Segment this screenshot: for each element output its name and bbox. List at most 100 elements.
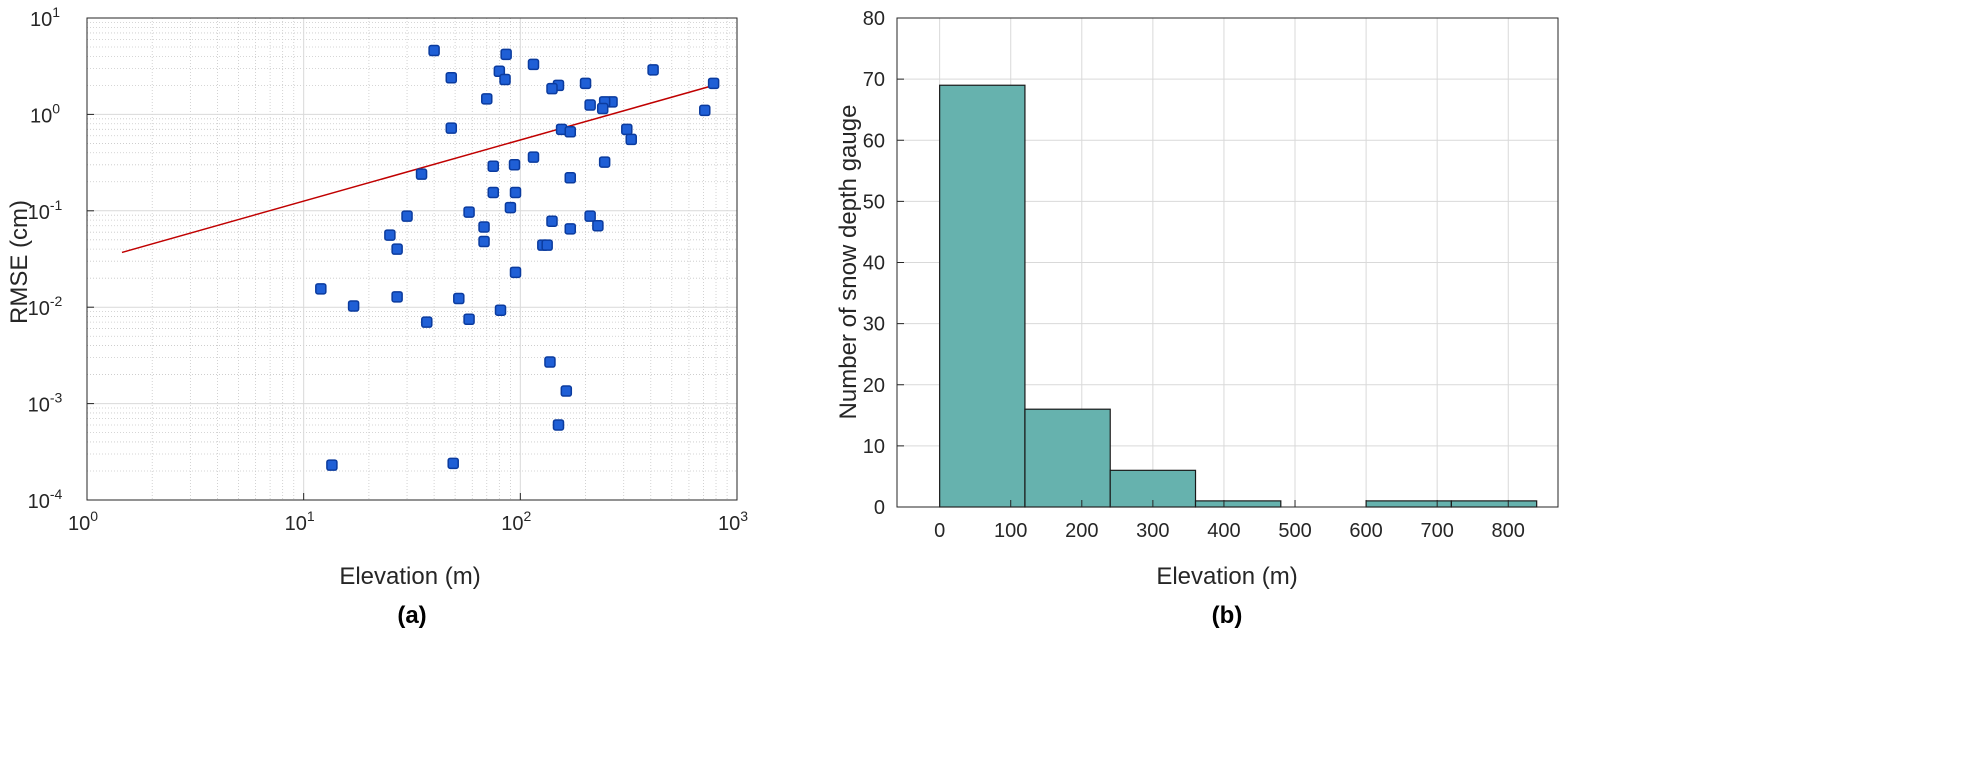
y-tick-label: 60 (863, 130, 885, 152)
x-tick-label: 700 (1420, 520, 1453, 542)
histogram-bar (1024, 408, 1111, 508)
y-tick-label: 80 (863, 8, 885, 30)
data-point (445, 71, 458, 84)
data-point (625, 133, 637, 146)
y-tick-label: 10-4 (28, 486, 63, 513)
data-point (508, 159, 521, 171)
data-point (584, 99, 596, 111)
data-point (509, 186, 522, 199)
data-point (487, 186, 500, 199)
data-point (579, 77, 592, 90)
data-point (584, 210, 596, 222)
data-point (463, 313, 475, 325)
x-tick-label: 100 (994, 520, 1027, 542)
data-point (621, 123, 633, 136)
histogram-bar (1194, 500, 1282, 508)
data-point (315, 283, 327, 295)
y-tick-label: 10-3 (28, 390, 63, 417)
histogram-bar (1450, 500, 1538, 508)
data-point (384, 229, 396, 241)
y-tick-label: 0 (874, 497, 885, 519)
y-tick-label: 101 (30, 4, 60, 31)
data-point (527, 151, 540, 163)
x-tick-label: 200 (1065, 520, 1098, 542)
data-point (487, 160, 500, 172)
x-tick-label: 600 (1349, 520, 1382, 542)
data-point (564, 126, 577, 138)
data-point (499, 73, 511, 86)
y-tick-label: 100 (30, 100, 60, 127)
data-point (401, 210, 413, 222)
data-point (391, 243, 403, 255)
data-point (546, 82, 558, 95)
panel-label-a: (a) (397, 602, 426, 629)
data-point (541, 239, 553, 251)
data-point (428, 44, 440, 57)
scatter-points (315, 44, 720, 471)
data-point (447, 457, 459, 470)
data-point (415, 168, 428, 180)
data-point (560, 385, 573, 397)
data-point (509, 266, 522, 279)
data-point (596, 102, 609, 115)
tick-labels: 100 101 102 103 10-4 10-3 10-2 10-1 100 101 (28, 4, 749, 535)
x-axis-label: Elevation (m) (339, 563, 480, 590)
data-point (504, 201, 517, 214)
y-tick-label: 20 (863, 375, 885, 397)
histogram-panel: 0 100 200 300 400 500 600 700 800 0 10 20 30 40 50 60 70… (835, 8, 1559, 629)
x-tick-label: 103 (718, 508, 748, 535)
histogram-bars (939, 84, 1538, 508)
data-point (564, 223, 577, 235)
data-point (544, 356, 556, 368)
panel-label-b: (b) (1212, 602, 1243, 629)
data-point (421, 316, 433, 328)
data-point (391, 291, 403, 303)
histogram-bar (1365, 500, 1452, 508)
data-point (481, 93, 493, 105)
data-point (478, 235, 490, 248)
x-tick-label: 300 (1136, 520, 1169, 542)
data-point (699, 104, 711, 117)
data-point (546, 215, 558, 227)
y-tick-label: 30 (863, 314, 885, 336)
data-point (707, 77, 720, 90)
data-point (592, 219, 604, 232)
histogram-bar (939, 84, 1026, 508)
tick-labels: 0 100 200 300 400 500 600 700 800 0 10 20 30 40 50 60 70… (863, 8, 1525, 542)
y-tick-label: 10 (863, 436, 885, 458)
data-point (478, 221, 490, 233)
x-tick-label: 100 (68, 508, 98, 535)
axes-box (86, 17, 738, 501)
data-point (552, 419, 565, 431)
x-tick-label: 500 (1278, 520, 1311, 542)
data-point (453, 292, 465, 305)
data-point (494, 304, 507, 316)
data-point (445, 122, 458, 134)
data-point (527, 58, 540, 71)
x-axis-label: Elevation (m) (1156, 563, 1297, 590)
y-tick-label: 70 (863, 69, 885, 91)
data-point (647, 64, 659, 76)
scatter-panel: 100 101 102 103 10-4 10-3 10-2 10-1 100 101 Eleva… (6, 4, 748, 629)
data-point (564, 172, 577, 184)
data-point (598, 156, 611, 168)
y-axis-label: RMSE (cm) (6, 200, 33, 324)
y-axis-label: Number of snow depth gauge (835, 105, 862, 420)
axes (896, 17, 1559, 508)
y-tick-label: 10-2 (28, 293, 63, 320)
data-point (500, 48, 512, 61)
x-tick-label: 102 (501, 508, 531, 535)
axes (86, 17, 738, 501)
x-tick-label: 0 (934, 520, 945, 542)
x-tick-label: 400 (1207, 520, 1240, 542)
y-tick-label: 50 (863, 191, 885, 213)
data-point (347, 300, 360, 312)
grid (86, 17, 738, 501)
data-point (326, 459, 338, 471)
y-tick-label: 10-1 (28, 197, 63, 224)
y-tick-label: 40 (863, 253, 885, 275)
x-tick-label: 800 (1492, 520, 1525, 542)
data-point (463, 206, 475, 218)
